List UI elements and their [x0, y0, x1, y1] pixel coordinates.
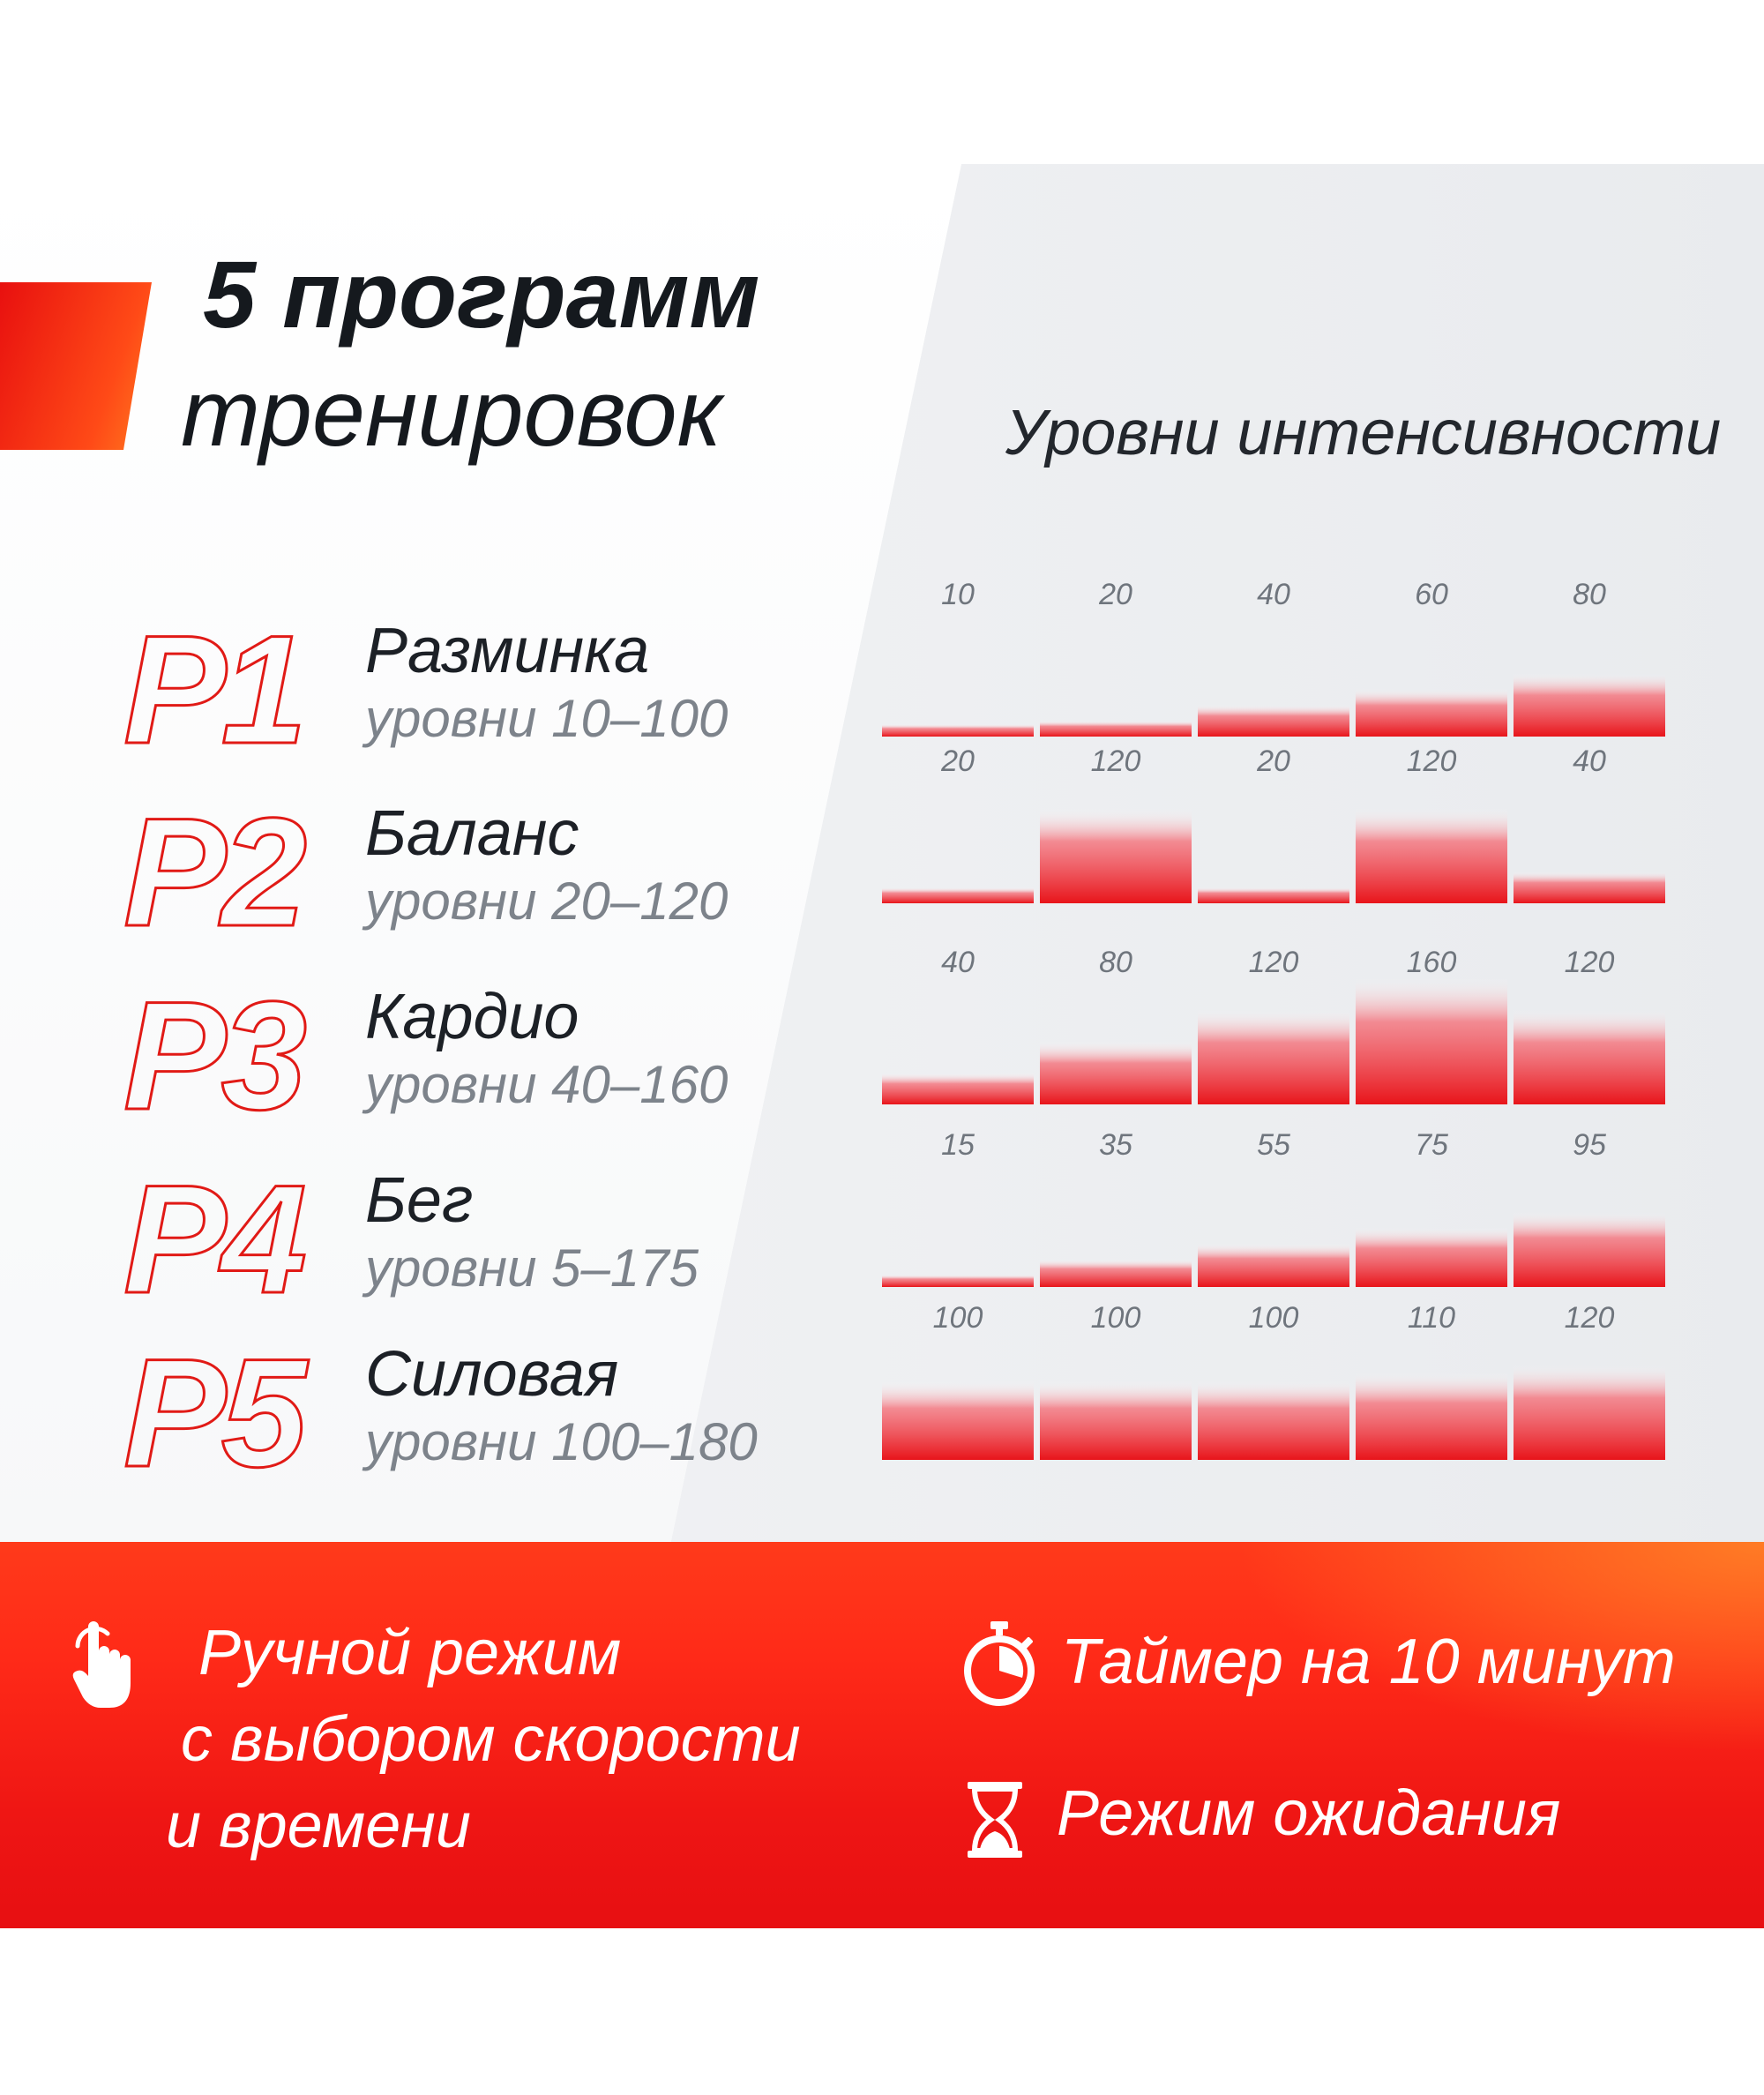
series-row-4: 15 35 55 75 95	[882, 1128, 1665, 1287]
program-range: уровни 5–175	[365, 1238, 699, 1298]
series-row-5: 100 100 100 110 120	[882, 1301, 1665, 1460]
bar-value-label: 35	[1099, 1128, 1132, 1162]
bar	[1040, 1380, 1192, 1460]
program-range: уровни 20–120	[365, 872, 729, 931]
bar-value-label: 120	[1091, 744, 1141, 778]
hourglass-icon	[968, 1782, 1022, 1858]
bar	[1356, 977, 1507, 1104]
program-name: Бег	[365, 1165, 474, 1236]
bar	[1040, 1259, 1192, 1287]
title-line-1: 5 программ	[203, 241, 760, 348]
bar	[1198, 1009, 1349, 1104]
bar	[1514, 673, 1665, 737]
program-name: Кардио	[365, 982, 579, 1052]
program-code: P5	[122, 1328, 308, 1500]
bar-value-label: 20	[1256, 744, 1290, 778]
program-range: уровни 10–100	[365, 689, 729, 748]
bar	[1356, 689, 1507, 737]
bar-value-label: 10	[941, 578, 975, 611]
bar-value-label: 20	[940, 744, 975, 778]
bar-value-label: 95	[1573, 1128, 1606, 1162]
title-line-2: тренировок	[181, 359, 722, 466]
intensity-chart: 10 20 40 60 80 20 120 20 120 40 40 80 120 160 120 15 35 5…	[882, 578, 1665, 1460]
bar	[1514, 1009, 1665, 1104]
bar	[1356, 1227, 1507, 1287]
manual-mode-line-2: с выбором скорости	[181, 1704, 801, 1775]
bar	[1198, 1243, 1349, 1287]
features-banner: Ручной режим с выбором скорости и времен…	[0, 1542, 1764, 1928]
bar	[1356, 808, 1507, 903]
program-name: Баланс	[365, 798, 579, 869]
manual-mode-line-3: и времени	[166, 1791, 471, 1861]
bar	[1198, 887, 1349, 903]
bar-value-label: 80	[1099, 946, 1132, 979]
bar	[1514, 1211, 1665, 1287]
bar-value-label: 120	[1565, 946, 1615, 979]
bar-value-label: 100	[1249, 1301, 1299, 1335]
bar	[882, 1073, 1034, 1104]
bar-value-label: 100	[933, 1301, 983, 1335]
bar-value-label: 40	[1257, 578, 1290, 611]
program-code: P2	[122, 787, 308, 959]
bar-value-label: 100	[1091, 1301, 1141, 1335]
program-range: уровни 40–160	[365, 1055, 729, 1114]
bar	[1040, 808, 1192, 903]
bar-value-label: 15	[941, 1128, 975, 1162]
stopwatch-icon	[964, 1621, 1035, 1706]
program-code: P3	[122, 970, 308, 1142]
bar	[1198, 1380, 1349, 1460]
bar-value-label: 120	[1565, 1301, 1615, 1335]
series-row-3: 40 80 120 160 120	[882, 946, 1665, 1104]
program-p5: P5 Силовая уровни 100–180	[122, 1336, 829, 1495]
bar-value-label: 20	[1098, 578, 1132, 611]
bar-value-label: 120	[1407, 744, 1457, 778]
bar-value-label: 110	[1408, 1301, 1455, 1335]
series-row-1: 10 20 40 60 80	[882, 578, 1665, 737]
manual-mode-line-1: Ручной режим	[198, 1618, 622, 1688]
bar	[1040, 1041, 1192, 1104]
bar	[882, 1275, 1034, 1287]
bar	[1198, 705, 1349, 737]
page-title: 5 программ тренировок	[181, 247, 759, 460]
bar-value-label: 160	[1407, 946, 1457, 979]
series-row-2: 20 120 20 120 40	[882, 744, 1665, 903]
bar	[1514, 1365, 1665, 1460]
banner-glow	[1235, 1542, 1764, 1754]
hand-pointer-icon	[72, 1621, 131, 1708]
program-p1: P1 Разминка уровни 10–100	[122, 612, 829, 772]
chart-title: Уровни интенсивности	[1005, 398, 1722, 468]
program-name: Разминка	[365, 616, 650, 686]
program-range: уровни 100–180	[365, 1412, 758, 1471]
bar	[1040, 721, 1192, 737]
program-p3: P3 Кардио уровни 40–160	[122, 978, 829, 1138]
bar-value-label: 55	[1257, 1128, 1290, 1162]
timer-label: Таймер на 10 минут	[1061, 1627, 1676, 1697]
program-p4: P4 Бег уровни 5–175	[122, 1162, 829, 1321]
bar	[882, 1380, 1034, 1460]
bar-value-label: 80	[1573, 578, 1606, 611]
program-name: Силовая	[365, 1339, 619, 1410]
accent-stripe	[0, 282, 152, 450]
bar-value-label: 75	[1415, 1128, 1448, 1162]
program-code: P1	[122, 604, 308, 776]
bar	[882, 724, 1034, 737]
bar	[882, 887, 1034, 903]
bar	[1356, 1373, 1507, 1460]
standby-label: Режим ожидания	[1057, 1778, 1561, 1849]
program-code: P4	[122, 1154, 308, 1326]
bar-value-label: 120	[1249, 946, 1299, 979]
bar	[1514, 872, 1665, 903]
program-p2: P2 Баланс уровни 20–120	[122, 795, 829, 954]
bar-value-label: 40	[1573, 744, 1606, 778]
bar-value-label: 40	[941, 946, 975, 979]
bar-value-label: 60	[1415, 578, 1448, 611]
